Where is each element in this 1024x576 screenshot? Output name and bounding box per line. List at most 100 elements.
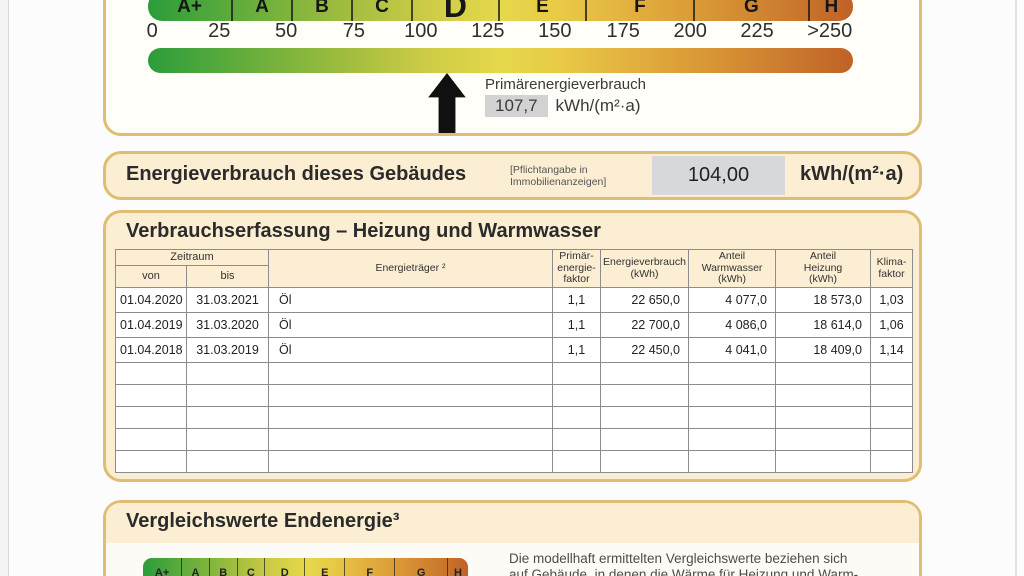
- class-segment-b: B: [293, 0, 353, 21]
- empty-cell: [552, 406, 601, 429]
- cell-verbrauch: 22 700,0: [600, 312, 689, 338]
- empty-cell: [552, 362, 601, 385]
- consumption-unit: kWh/(m²·a): [800, 163, 904, 185]
- class-label: G: [416, 567, 426, 576]
- empty-cell: [775, 428, 871, 451]
- comparison-title-strip: [106, 503, 919, 543]
- comparison-segment-a-plus: A+: [143, 558, 183, 576]
- scale-tick-label: 125: [471, 20, 505, 42]
- cell-bis: 31.03.2021: [186, 287, 269, 313]
- banner-title: Energieverbrauch dieses Gebäudes: [126, 163, 467, 185]
- empty-cell: [115, 362, 187, 385]
- class-label: A+: [154, 567, 170, 576]
- empty-cell: [552, 450, 601, 473]
- header-anteil-heizung: Anteil Heizung (kWh): [775, 249, 871, 288]
- empty-cell: [870, 384, 913, 407]
- empty-cell: [600, 450, 689, 473]
- empty-cell: [115, 384, 187, 407]
- empty-cell: [775, 362, 871, 385]
- cell-warmwasser: 4 041,0: [688, 337, 776, 363]
- cell-energietraeger: Öl: [268, 337, 553, 363]
- empty-cell: [688, 428, 776, 451]
- comparison-segment-e: E: [305, 558, 346, 576]
- class-label: F: [366, 567, 374, 576]
- class-label: D: [280, 567, 289, 576]
- cell-bis: 31.03.2020: [186, 312, 269, 338]
- energy-class-band: A+ A B C D E F G H: [148, 0, 853, 24]
- comparison-segment-h: H: [448, 558, 468, 576]
- comparison-segment-d: D: [265, 558, 306, 576]
- consumption-table-panel: Verbrauchserfassung – Heizung und Warmwa…: [103, 210, 922, 482]
- empty-row: [115, 384, 913, 407]
- header-primaerenergiefaktor: Primär- energie- faktor: [552, 249, 601, 288]
- cell-pef: 1,1: [552, 312, 601, 338]
- empty-cell: [552, 384, 601, 407]
- class-label: C: [375, 0, 389, 17]
- comparison-segment-g: G: [395, 558, 449, 576]
- class-label: H: [824, 0, 839, 17]
- empty-cell: [775, 406, 871, 429]
- class-segment-c: C: [353, 0, 413, 21]
- class-label: G: [744, 0, 759, 17]
- empty-cell: [870, 362, 913, 385]
- cell-heizung: 18 409,0: [775, 337, 871, 363]
- class-label: A+: [177, 0, 202, 17]
- cell-pef: 1,1: [552, 287, 601, 313]
- empty-row: [115, 362, 913, 385]
- pointer-unit: kWh/(m²·a): [555, 96, 641, 115]
- comparison-segment-c: C: [238, 558, 266, 576]
- header-von: von: [115, 265, 187, 288]
- cell-klima: 1,03: [870, 287, 913, 313]
- scale-tick-label: 100: [404, 20, 438, 42]
- empty-cell: [870, 406, 913, 429]
- comparison-class-band: A+ A B C D E F G H: [143, 558, 468, 576]
- empty-cell: [186, 384, 269, 407]
- table-title: Verbrauchserfassung – Heizung und Warmwa…: [126, 220, 601, 242]
- empty-cell: [688, 450, 776, 473]
- cell-von: 01.04.2018: [115, 337, 187, 363]
- empty-cell: [688, 362, 776, 385]
- scale-tick-label: 0: [146, 20, 158, 42]
- empty-cell: [115, 450, 187, 473]
- scale-tick-label: 25: [208, 20, 231, 42]
- class-label: H: [454, 567, 462, 576]
- empty-cell: [115, 406, 187, 429]
- class-label: F: [634, 0, 646, 17]
- cell-energietraeger: Öl: [268, 287, 553, 313]
- empty-cell: [186, 450, 269, 473]
- class-label: B: [219, 567, 228, 576]
- empty-cell: [552, 428, 601, 451]
- cell-heizung: 18 573,0: [775, 287, 871, 313]
- header-bis: bis: [186, 265, 269, 288]
- class-segment-e: E: [500, 0, 587, 21]
- class-segment-h: H: [810, 0, 853, 21]
- comparison-segment-b: B: [210, 558, 238, 576]
- cell-verbrauch: 22 450,0: [600, 337, 689, 363]
- empty-cell: [600, 362, 689, 385]
- class-segment-g: G: [695, 0, 810, 21]
- scale-gradient-bar: [148, 48, 853, 73]
- cell-energietraeger: Öl: [268, 312, 553, 338]
- cell-bis: 31.03.2019: [186, 337, 269, 363]
- comparison-segment-a: A: [182, 558, 210, 576]
- energy-scale-panel: A+ A B C D E F G H 0 25 50 75 100 125 15…: [103, 0, 922, 136]
- consumption-value-box: 104,00: [652, 156, 785, 195]
- cell-warmwasser: 4 077,0: [688, 287, 776, 313]
- photo-edge-right: [1015, 0, 1017, 576]
- empty-cell: [268, 362, 553, 385]
- class-segment-d-current: D: [413, 0, 500, 24]
- pointer-value-row: 107,7 kWh/(m²·a): [485, 95, 641, 117]
- empty-cell: [115, 428, 187, 451]
- current-class-label: D: [443, 0, 468, 24]
- pointer-arrow-icon: [428, 73, 466, 133]
- empty-row: [115, 428, 913, 451]
- empty-cell: [775, 450, 871, 473]
- scale-tick-row: 0 25 50 75 100 125 150 175 200 225 >250: [146, 20, 853, 46]
- empty-row: [115, 406, 913, 429]
- class-label: B: [315, 0, 329, 17]
- empty-cell: [600, 384, 689, 407]
- table-header-row-1: Zeitraum Energieträger ² Primär- energie…: [115, 249, 913, 288]
- empty-cell: [600, 428, 689, 451]
- class-label: A: [191, 567, 200, 576]
